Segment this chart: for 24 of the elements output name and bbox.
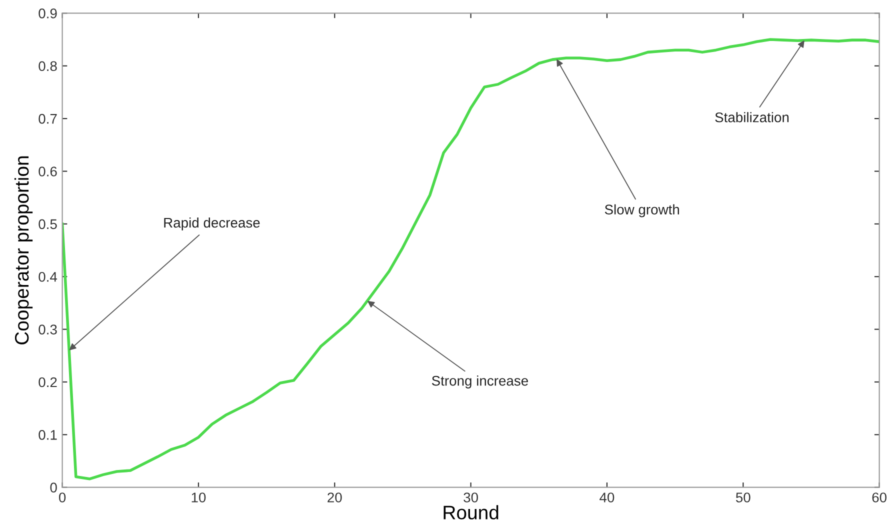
x-tick-label: 0 xyxy=(58,492,66,502)
y-tick-label: 0.1 xyxy=(38,430,57,440)
annotation: Rapid decrease xyxy=(164,217,260,230)
y-tick-label: 0.5 xyxy=(38,219,57,230)
y-tick-label: 0.6 xyxy=(38,166,57,176)
y-tick-label: 0.9 xyxy=(38,8,57,18)
x-tick-label: 10 xyxy=(192,492,206,502)
y-tick-label: 0.4 xyxy=(38,272,58,282)
x-axis-title: Round xyxy=(444,505,498,520)
y-tick-label: 0.3 xyxy=(38,324,57,334)
y-tick-label: 0.7 xyxy=(38,114,57,124)
x-tick-label: 60 xyxy=(872,492,886,502)
y-tick-label: 0.8 xyxy=(38,61,57,72)
x-tick-label: 50 xyxy=(736,492,750,502)
annotation: Slow growth xyxy=(604,204,680,218)
x-tick-label: 30 xyxy=(464,492,478,502)
y-tick-label: 0.2 xyxy=(38,377,57,388)
annotation: Stabilization xyxy=(715,112,789,122)
y-tick-label: 0 xyxy=(50,482,57,493)
x-tick-label: 40 xyxy=(600,492,614,502)
annotation: Strong increase xyxy=(432,376,528,388)
x-tick-label: 20 xyxy=(328,492,342,502)
line-series xyxy=(62,38,880,480)
y-axis-title: Cooperator proportion xyxy=(14,156,33,344)
